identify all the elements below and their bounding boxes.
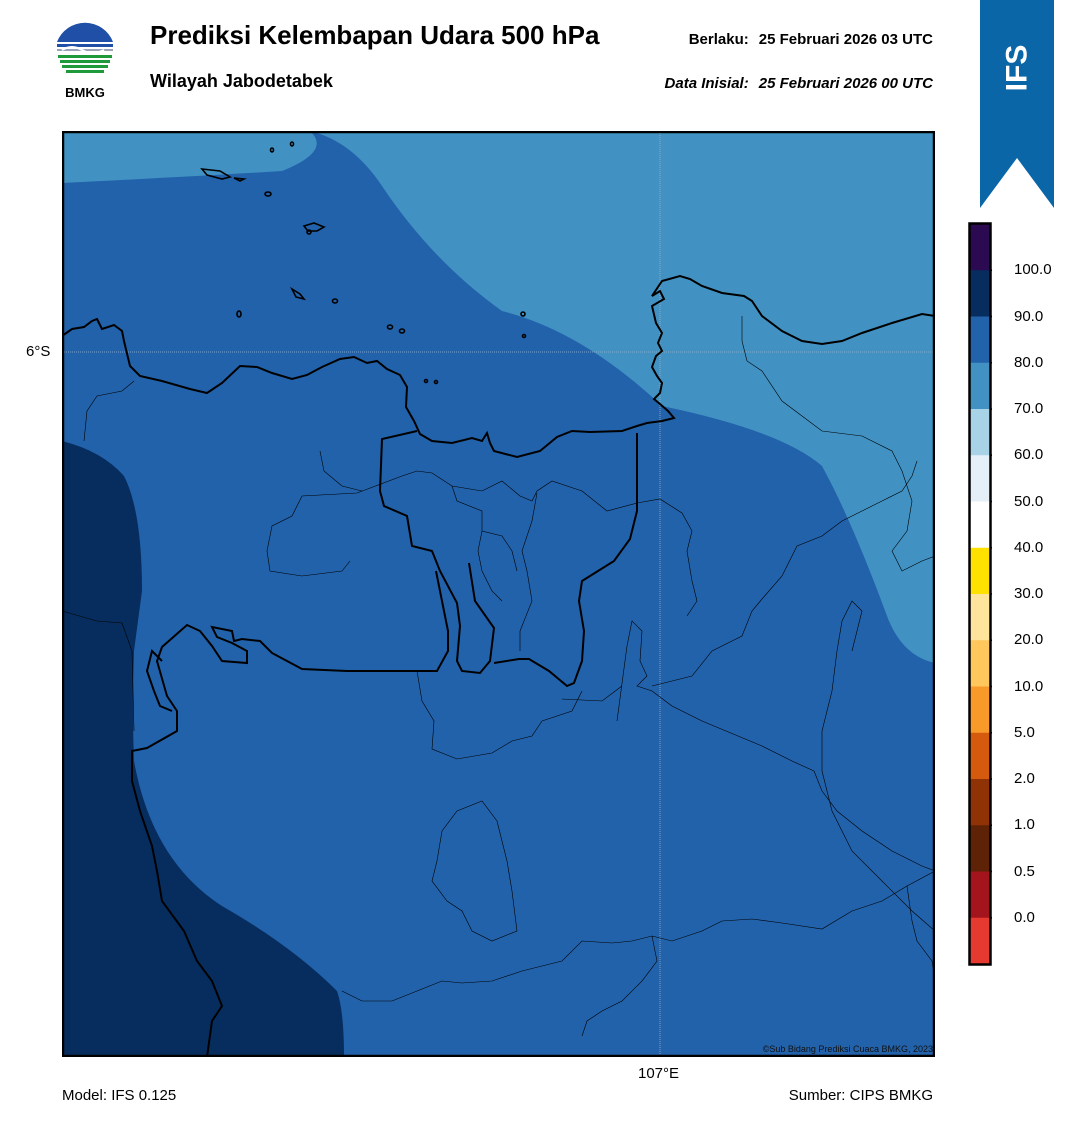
map-frame	[62, 131, 935, 1057]
lat-label: 6°S	[26, 343, 51, 360]
colorbar-label: 50.0	[1014, 492, 1044, 510]
colorbar-label: 60.0	[1014, 446, 1044, 464]
colorbar-label: 1.0	[1014, 816, 1035, 834]
init-label: Data Inisial:	[664, 75, 749, 92]
colorbar-label: 70.0	[1014, 400, 1044, 417]
colorbar-segment	[970, 917, 990, 965]
colorbar-label: 90.0	[1014, 307, 1044, 325]
colorbar-segment	[970, 732, 990, 780]
colorbar-label: 40.0	[1014, 538, 1044, 556]
colorbar-label: 30.0	[1014, 585, 1044, 602]
init-value: 25 Februari 2026 00 UTC	[758, 75, 933, 92]
regency-borders	[62, 316, 935, 1037]
model-label: Model: IFS 0.125	[62, 1087, 177, 1104]
colorbar-label: 2.0	[1014, 770, 1035, 787]
colorbar-label: 0.5	[1014, 862, 1035, 880]
colorbar-segment	[970, 455, 990, 502]
colorbar	[968, 222, 992, 966]
page-title: Prediksi Kelembapan Udara 500 hPa	[150, 20, 600, 50]
bmkg-logo-icon	[52, 20, 118, 102]
colorbar-segment	[970, 871, 990, 919]
colorbar-segment	[970, 779, 990, 826]
colorbar-label: 20.0	[1014, 631, 1044, 649]
valid-label: Berlaku:	[688, 31, 749, 48]
colorbar-segment	[970, 594, 990, 641]
colorbar-segment	[970, 224, 990, 271]
colorbar-segment	[970, 316, 990, 364]
lon-label: 107°E	[638, 1065, 680, 1082]
colorbar-segment	[970, 547, 990, 595]
map-credit: ©Sub Bidang Prediksi Cuaca BMKG, 2023	[762, 1044, 933, 1054]
init-time: Data Inisial: 25 Februari 2026 00 UTC	[665, 75, 933, 92]
fill-70-80-northwest	[62, 131, 317, 183]
colorbar-label: 10.0	[1014, 677, 1044, 695]
colorbar-segment	[970, 409, 990, 456]
source-label: Sumber: CIPS BMKG	[788, 1087, 933, 1104]
colorbar-segment	[970, 270, 990, 317]
colorbar-label: 100.0	[1014, 261, 1052, 279]
page-subtitle: Wilayah Jabodetabek	[150, 71, 333, 91]
valid-value: 25 Februari 2026 03 UTC	[758, 31, 933, 48]
ifs-ribbon	[980, 0, 1054, 208]
colorbar-segment	[970, 686, 990, 734]
coastline	[62, 274, 935, 459]
colorbar-label: 0.0	[1014, 908, 1035, 926]
colorbar-segment	[970, 640, 990, 687]
colorbar-segment	[970, 501, 990, 549]
islands	[200, 141, 527, 385]
ifs-ribbon-label: IFS	[999, 44, 1033, 92]
colorbar-label: 80.0	[1014, 353, 1044, 371]
colorbar-label: 5.0	[1014, 723, 1035, 741]
humidity-map	[62, 131, 935, 1057]
fill-70-80-northeast	[310, 131, 935, 663]
colorbar-segment	[970, 362, 990, 410]
province-borders	[131, 430, 638, 1057]
valid-time: Berlaku: 25 Februari 2026 03 UTC	[689, 31, 933, 48]
fill-90-100	[62, 441, 344, 1057]
colorbar-segment	[970, 825, 990, 872]
logo-text: BMKG	[65, 85, 105, 100]
